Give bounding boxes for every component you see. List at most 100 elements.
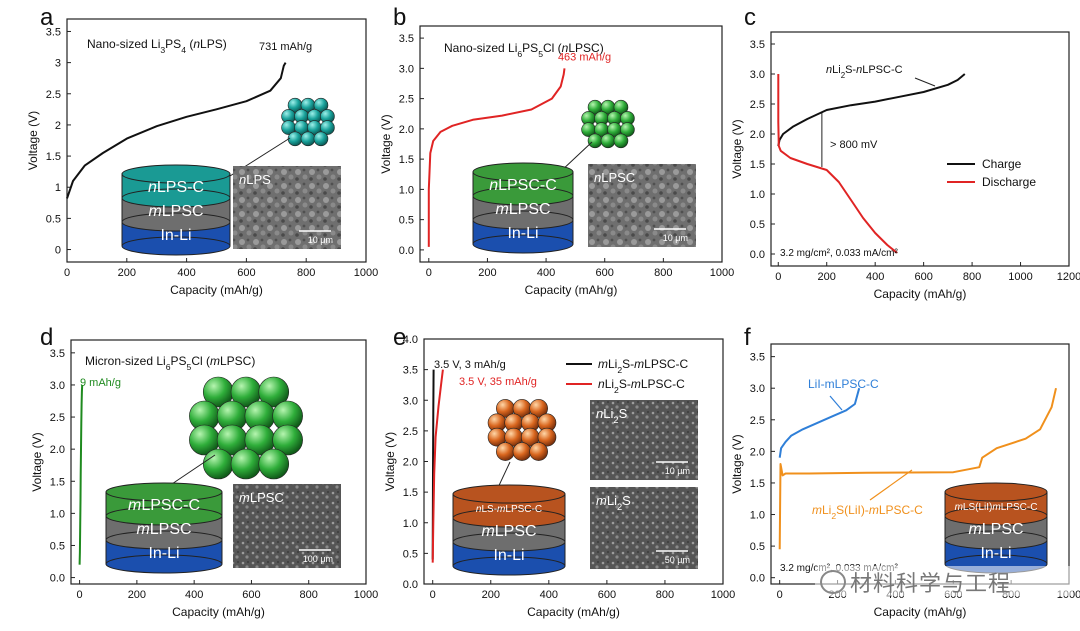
x-tick-label: 200 (478, 267, 496, 279)
sem-image (233, 484, 341, 568)
text-part: Li (608, 357, 617, 371)
cell-layer-bottom (452, 532, 566, 552)
cell-layer-bottom (452, 556, 566, 576)
y-tick-label: 2.5 (46, 89, 61, 101)
text-part: LPSC (162, 203, 204, 220)
x-tick-label: 600 (237, 267, 255, 279)
legend-label: nLi2S-mLPSC-C (598, 377, 685, 395)
text-part: n (476, 504, 482, 515)
cell-layer-label: mLPSC-C (128, 497, 200, 514)
cell-layer-bottom (472, 234, 574, 254)
text-part: Nano-sized Li (444, 41, 517, 55)
cell-layer-label: mLS(LiI)mLPSC-C (955, 502, 1038, 513)
y-tick-label: 0.0 (399, 245, 414, 257)
cell-layer-label: In-Li (148, 545, 179, 562)
text-part: (LiI) (975, 502, 992, 513)
y-tick-label: 2.5 (750, 99, 765, 111)
sem-label: mLPSC (239, 490, 284, 505)
x-tick-label: 200 (818, 271, 836, 283)
x-tick-label: 800 (297, 267, 315, 279)
x-tick-label: 0 (777, 589, 783, 601)
series-line (778, 387, 1057, 550)
x-tick-label: 1000 (710, 267, 734, 279)
panel-letter-c: c (744, 4, 756, 31)
text-part: LPSC-C (498, 177, 557, 194)
x-tick-label: 0 (426, 267, 432, 279)
cell-layer-label: In-Li (493, 547, 524, 564)
text-part: n (594, 170, 601, 185)
y-axis-label: Voltage (V) (730, 434, 744, 493)
sem-image (588, 164, 696, 247)
y-tick-label: 3.5 (50, 348, 65, 360)
annotation: 3.5 V, 3 mAh/g (434, 359, 506, 371)
sem-image (233, 166, 341, 249)
y-tick-label: 2.0 (750, 446, 765, 458)
x-axis-label: Capacity (mAh/g) (525, 283, 618, 297)
text-part: S- (622, 357, 634, 371)
text-part: LPSC-C (644, 357, 688, 371)
text-part: n (562, 41, 569, 55)
x-tick-label: 600 (596, 267, 614, 279)
condition-label: 3.2 mg/cm², 0.033 mA/cm² (780, 248, 898, 259)
sem-scale-label: 50 μm (665, 555, 690, 565)
y-tick-label: 3 (55, 58, 61, 70)
cell-top (452, 484, 566, 504)
y-tick-label: 1.5 (399, 154, 414, 166)
x-tick-label: 0 (77, 589, 83, 601)
sem-scale-label: 10 μm (308, 235, 333, 245)
particle (230, 448, 262, 480)
x-tick-label: 200 (118, 267, 136, 279)
watermark-background (815, 566, 1073, 596)
legend-label: Discharge (982, 175, 1036, 189)
annotation: > 800 mV (830, 139, 878, 151)
text-part: In-Li (507, 225, 538, 242)
text-part: m (136, 521, 149, 538)
text-part: m (239, 490, 250, 505)
text-part: n (489, 177, 498, 194)
x-tick-label: 200 (482, 589, 500, 601)
text-part: 2 (841, 71, 845, 80)
y-tick-label: 0.5 (750, 541, 765, 553)
y-tick-label: 0.5 (50, 540, 65, 552)
y-tick-label: 2.0 (399, 124, 414, 136)
y-tick-label: 0.5 (46, 213, 61, 225)
chart-title: Nano-sized Li6PS5Cl (nLPSC) (444, 41, 604, 59)
text-part: n (148, 179, 157, 196)
particle (313, 97, 329, 113)
text-part: LPS) (200, 37, 227, 51)
particle (202, 448, 234, 480)
particle (529, 399, 548, 418)
cell-layer-label: mLPSC (148, 203, 203, 220)
plot-frame (66, 18, 367, 263)
sem-scale-label: 100 μm (303, 554, 333, 564)
text-part: In-Li (160, 227, 191, 244)
annotation-arrow (829, 395, 843, 411)
text-part: LPSC (982, 521, 1024, 538)
particle (258, 448, 290, 480)
text-part: m (596, 493, 607, 508)
text-part: m (869, 503, 879, 517)
cell-layer-bottom (472, 186, 574, 206)
cell-top (944, 482, 1048, 502)
particle (537, 427, 557, 447)
annotation-curve-label: nLi2S-nLPSC-C (826, 64, 903, 80)
series-line (427, 68, 566, 247)
y-tick-label: 3.5 (750, 39, 765, 51)
text-part: n (596, 406, 603, 421)
x-axis-label: Capacity (mAh/g) (170, 283, 263, 297)
annotation-arrow (869, 469, 913, 501)
cell-layer-bottom (452, 508, 566, 528)
series-line (777, 74, 898, 254)
text-part: PS (165, 37, 181, 51)
particle (496, 442, 515, 461)
plot-frame (70, 339, 367, 585)
text-part: m (148, 203, 161, 220)
annotation: mLi2S(LiI)-mLPSC-C (812, 503, 923, 521)
sem-scale-label: 10 μm (663, 233, 688, 243)
cell-top (105, 482, 223, 502)
y-tick-label: 1.5 (403, 487, 418, 499)
x-axis-label: Capacity (mAh/g) (874, 605, 967, 619)
text-part: Cl ( (543, 41, 562, 55)
cell-layer-bottom (944, 530, 1048, 550)
watermark-text: 材料科学与工程 (850, 572, 1012, 597)
